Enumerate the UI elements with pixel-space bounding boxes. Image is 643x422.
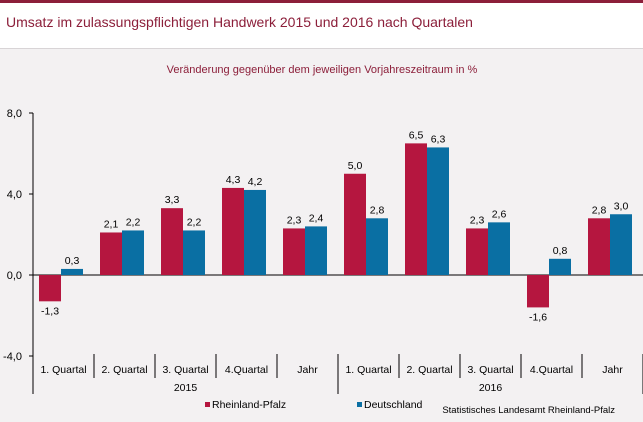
x-category-label: Jahr [297,364,318,376]
bar-deutschland [61,268,83,275]
data-label: 0,8 [553,245,568,257]
bar-deutschland [549,258,571,275]
chart-subtitle: Veränderung gegenüber dem jeweiligen Vor… [167,64,478,76]
bar-deutschland [183,230,205,275]
data-label: 3,0 [614,200,629,212]
x-category-label: 1. Quartal [345,364,391,376]
data-label: 2,1 [104,218,119,230]
data-label: 2,3 [470,214,485,226]
bar-deutschland [610,214,632,275]
bar-rheinland-pfalz [588,218,610,275]
data-label: 2,2 [187,216,202,228]
bar-rheinland-pfalz [405,143,427,275]
legend-swatch-rheinland-pfalz [205,402,210,407]
legend-swatch-deutschland [357,402,362,407]
data-label: 4,2 [248,176,263,188]
data-label: 2,2 [126,216,141,228]
bar-rheinland-pfalz [222,187,244,275]
bar-deutschland [122,230,144,275]
x-category-label: Jahr [602,364,623,376]
data-label: 2,6 [492,208,507,220]
bar-deutschland [366,218,388,275]
bar-deutschland [488,222,510,275]
bar-deutschland [427,147,449,275]
panel-top-border [0,48,643,49]
legend-label: Deutschland [364,399,423,411]
bar-rheinland-pfalz [39,275,61,302]
data-label: 2,4 [309,212,324,224]
data-label: -1,3 [41,305,59,317]
y-tick-label: 4,0 [7,189,22,201]
chart-title: Umsatz im zulassungspflichtigen Handwerk… [6,14,473,30]
top-border-line [0,0,643,3]
data-label: 3,3 [165,194,180,206]
data-label: 2,8 [592,204,607,216]
data-label: 0,3 [65,255,80,267]
y-tick-label: 0,0 [7,270,22,282]
y-tick-label: 8,0 [7,108,22,120]
bar-rheinland-pfalz [466,228,488,275]
bar-deutschland [305,226,327,275]
legend-label: Rheinland-Pfalz [212,399,286,411]
x-category-label: 3. Quartal [162,364,208,376]
x-category-label: 3. Quartal [467,364,513,376]
bar-rheinland-pfalz [344,173,366,275]
x-category-label: 2. Quartal [406,364,452,376]
x-group-label: 2015 [174,382,198,394]
x-category-label: 1. Quartal [40,364,86,376]
data-label: 6,5 [409,129,424,141]
bar-rheinland-pfalz [527,275,549,308]
data-label: -1,6 [529,311,547,323]
data-label: 5,0 [348,160,363,172]
bar-rheinland-pfalz [161,208,183,275]
data-label: 2,3 [287,214,302,226]
x-category-label: 4.Quartal [225,364,268,376]
data-label: 2,8 [370,204,385,216]
data-label: 4,3 [226,174,241,186]
source-note: Statistisches Landesamt Rheinland-Pfalz [442,405,615,416]
bar-deutschland [244,189,266,275]
bar-rheinland-pfalz [100,232,122,275]
y-tick-label: -4,0 [3,351,22,363]
bar-rheinland-pfalz [283,228,305,275]
data-label: 6,3 [431,133,446,145]
x-category-label: 2. Quartal [101,364,147,376]
x-group-label: 2016 [479,382,503,394]
x-category-label: 4.Quartal [530,364,573,376]
